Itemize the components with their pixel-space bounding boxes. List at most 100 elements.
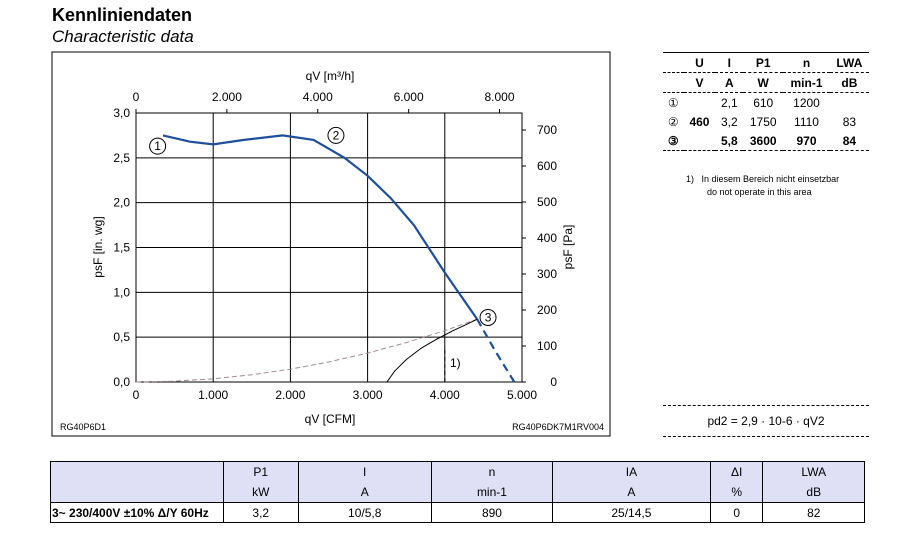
cell: 1110 <box>794 114 819 129</box>
note-de: In diesem Bereich nicht einsetzbar <box>701 174 840 184</box>
y-left-tick-label: 0,0 <box>113 375 130 389</box>
cell: ① <box>667 95 679 110</box>
y-left-tick-label: 3,0 <box>113 106 130 120</box>
y-right-tick-label: 300 <box>537 267 557 281</box>
y-right-tick-label: 200 <box>537 303 557 317</box>
cell: 3,2 <box>223 502 299 523</box>
h-di: ΔI <box>709 461 764 482</box>
h-p1: P1 <box>743 52 784 73</box>
cell: 3~ 230/400V ±10% Δ/Y 60Hz <box>50 502 224 523</box>
code-left: RG40P6D1 <box>60 422 106 432</box>
cell: 10/5,8 <box>297 502 432 523</box>
h-n: n <box>430 461 553 482</box>
x-tick-label: 1.000 <box>198 388 228 402</box>
x-tick-label: 5.000 <box>507 388 537 402</box>
x-bottom-axis-label: qV [CFM] <box>305 412 356 426</box>
note: 1) In diesem Bereich nicht einsetzbar do… <box>686 173 839 199</box>
u-v: V <box>683 72 716 93</box>
y-right-axis-label: psF [Pa] <box>561 225 575 270</box>
chart-frame <box>51 51 611 437</box>
formula: pd2 = 2,9 · 10-6 · qV2 <box>663 405 869 437</box>
u: dB <box>762 482 865 503</box>
u-db: dB <box>829 72 869 93</box>
h-lwa: LWA <box>762 461 865 482</box>
cell: 3,2 <box>720 114 738 129</box>
series-limit-curve <box>386 318 478 383</box>
x-top-tick-label: 4.000 <box>303 90 333 104</box>
cell: 970 <box>783 131 830 151</box>
cell: 1750 <box>749 114 777 129</box>
cell: 2,1 <box>720 95 738 110</box>
x-top-tick-label: 2.000 <box>212 90 242 104</box>
y-left-tick-label: 1,5 <box>113 241 130 255</box>
spec-row: ② 460 3,2 1750 1110 83 <box>663 112 869 131</box>
cell: ③ <box>663 131 684 151</box>
y-right-tick-label: 600 <box>537 159 557 173</box>
y-right-tick-label: 0 <box>550 375 557 389</box>
cell: 3600 <box>743 131 784 151</box>
series-system-curve <box>135 318 478 383</box>
cell <box>684 93 716 113</box>
series-fan-curve <box>162 134 479 320</box>
u: min-1 <box>430 482 553 503</box>
rating-row: 3~ 230/400V ±10% Δ/Y 60Hz 3,2 10/5,8 890 25/… <box>50 502 865 523</box>
u: kW <box>223 482 299 503</box>
u: % <box>709 482 764 503</box>
h-ia: IA <box>551 461 711 482</box>
cell: 83 <box>842 114 857 129</box>
y-right-tick-label: 400 <box>537 231 557 245</box>
y-right-tick-label: 500 <box>537 195 557 209</box>
cell: 890 <box>430 502 553 523</box>
x-tick-label: 0 <box>133 388 140 402</box>
operating-point-label: 3 <box>485 310 492 324</box>
x-top-tick-label: 8.000 <box>484 90 514 104</box>
x-top-axis-label: qV [m³/h] <box>306 69 355 83</box>
note-en: do not operate in this area <box>707 187 812 197</box>
x-tick-label: 3.000 <box>353 388 383 402</box>
h-i: I <box>715 52 744 73</box>
cell: 82 <box>762 502 865 523</box>
operating-point-marker <box>149 137 167 155</box>
spec-row: ③ 5,8 3600 970 84 <box>663 131 869 151</box>
cell: 5,8 <box>715 131 744 151</box>
note-number: 1) <box>686 174 695 184</box>
code-right: RG40P6DK7M1RV004 <box>512 422 604 432</box>
y-right-tick-label: 100 <box>537 339 557 353</box>
operating-point-label: 2 <box>333 128 340 142</box>
cell <box>683 131 716 151</box>
title-en: Characteristic data <box>52 27 194 46</box>
cell: 1200 <box>793 95 820 110</box>
y-left-axis-label: psF [in. wg] <box>91 216 105 277</box>
annotation-label: 1) <box>450 356 461 370</box>
cell <box>830 93 869 113</box>
cell: ② <box>667 114 679 129</box>
cell: 25/14,5 <box>551 502 711 523</box>
title-de: Kennliniendaten <box>52 5 193 25</box>
y-left-tick-label: 2,5 <box>113 151 130 165</box>
x-tick-label: 4.000 <box>430 388 460 402</box>
series-fan-curve-extrapolated- <box>476 318 516 383</box>
x-tick-label: 2.000 <box>275 388 305 402</box>
h-u: U <box>683 52 716 73</box>
cell: 0 <box>709 502 764 523</box>
u-w: W <box>743 72 784 93</box>
operating-point-marker <box>479 308 497 326</box>
h-n: n <box>783 52 830 73</box>
x-top-tick-label: 0 <box>133 90 140 104</box>
u: A <box>551 482 711 503</box>
cell: 84 <box>829 131 869 151</box>
y-right-tick-label: 700 <box>537 123 557 137</box>
operating-point-marker <box>327 126 345 144</box>
cell: 610 <box>753 95 774 110</box>
cell: 460 <box>689 114 710 129</box>
h-i: I <box>297 461 432 482</box>
u: A <box>297 482 432 503</box>
u-a: A <box>715 72 744 93</box>
u-min: min-1 <box>783 72 830 93</box>
x-top-tick-label: 6.000 <box>394 90 424 104</box>
y-left-tick-label: 1,0 <box>113 285 130 299</box>
y-left-tick-label: 0,5 <box>113 330 130 344</box>
